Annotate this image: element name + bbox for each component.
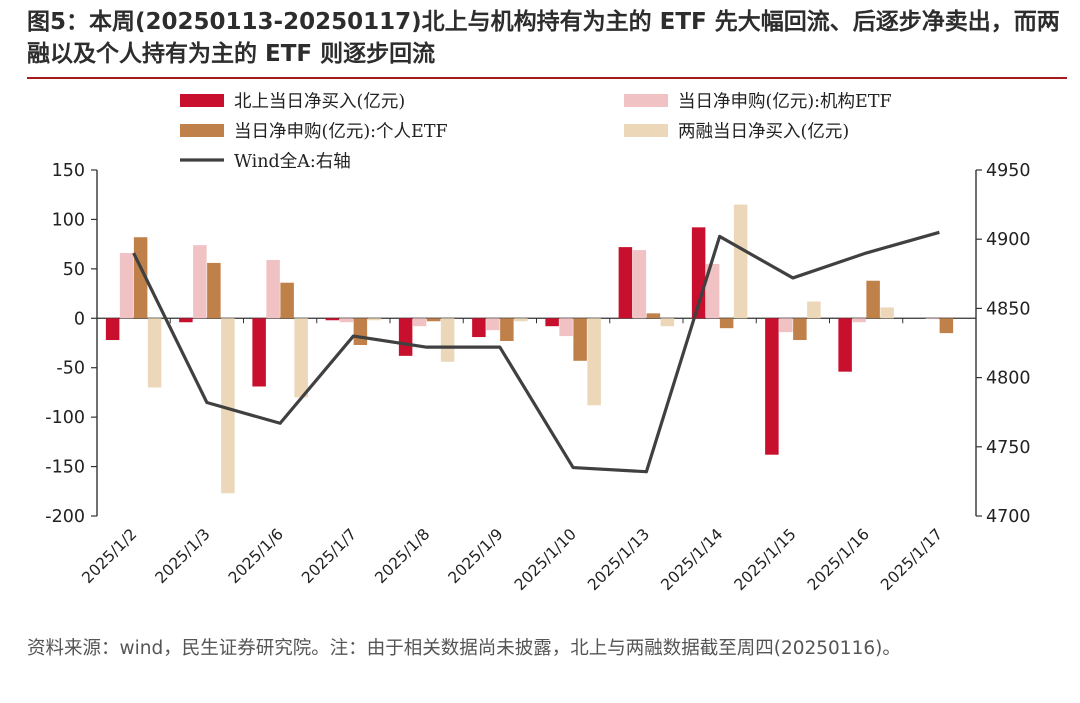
- bar: [587, 318, 601, 406]
- bar: [179, 318, 193, 323]
- right-tick-label: 4850: [986, 299, 1031, 319]
- source-note: 资料来源：wind，民生证券研究院。注：由于相关数据尚未披露，北上与两融数据截至…: [27, 638, 901, 659]
- left-tick-label: -150: [45, 458, 85, 478]
- left-tick-label: 0: [74, 309, 85, 329]
- bar: [119, 253, 134, 319]
- bar: [838, 318, 852, 372]
- bar: [280, 282, 294, 319]
- right-tick-label: 4700: [986, 507, 1031, 527]
- legend-label: 两融当日净买入(亿元): [678, 122, 849, 142]
- bar: [207, 262, 221, 319]
- bar: [733, 204, 748, 319]
- x-tick-label: 2025/1/16: [804, 525, 873, 594]
- bar: [807, 301, 821, 319]
- legend-label: Wind全A:右轴: [234, 152, 351, 172]
- right-tick-label: 4750: [986, 438, 1031, 458]
- bar: [426, 318, 441, 322]
- bar: [147, 318, 162, 388]
- x-tick-label: 2025/1/13: [584, 525, 653, 594]
- x-tick-label: 2025/1/3: [152, 525, 214, 587]
- bar: [559, 318, 573, 337]
- bar: [325, 318, 340, 321]
- bar: [573, 318, 587, 361]
- bar: [105, 318, 120, 341]
- bar: [472, 318, 486, 338]
- bar: [514, 318, 528, 322]
- x-tick-label: 2025/1/6: [225, 525, 287, 587]
- left-tick-label: 150: [52, 161, 85, 181]
- left-tick-label: -200: [45, 507, 85, 527]
- bar: [939, 318, 954, 334]
- bar: [618, 247, 633, 319]
- title-divider: [27, 77, 1067, 79]
- right-tick-label: 4950: [986, 161, 1031, 181]
- bar: [646, 313, 661, 319]
- bar: [339, 318, 354, 323]
- left-tick-label: -50: [56, 359, 85, 379]
- legend-swatch: [180, 94, 224, 107]
- bar: [793, 318, 807, 341]
- bar: [294, 318, 308, 398]
- bar: [852, 318, 866, 323]
- left-tick-label: 50: [63, 260, 85, 280]
- right-tick-label: 4900: [986, 230, 1031, 250]
- legend-label: 当日净申购(亿元):机构ETF: [678, 92, 892, 112]
- bar: [632, 250, 647, 319]
- x-tick-label: 2025/1/8: [371, 525, 433, 587]
- x-tick-label: 2025/1/14: [658, 525, 727, 594]
- bar: [925, 318, 940, 320]
- legend-swatch: [624, 94, 668, 107]
- x-tick-label: 2025/1/17: [877, 525, 946, 594]
- bar: [412, 318, 427, 327]
- bar: [440, 318, 455, 362]
- legend-label: 当日净申购(亿元):个人ETF: [234, 122, 448, 142]
- bar: [398, 318, 413, 356]
- bar: [221, 318, 235, 494]
- bar: [660, 318, 675, 327]
- bar: [353, 318, 368, 345]
- bar: [266, 259, 280, 319]
- x-tick-label: 2025/1/15: [731, 525, 800, 594]
- bar: [486, 318, 500, 331]
- bar: [500, 318, 514, 342]
- chart-title: 图5：本周(20250113-20250117)北上与机构持有为主的 ETF 先…: [27, 9, 1060, 67]
- bar: [880, 307, 894, 319]
- x-tick-label: 2025/1/2: [78, 525, 140, 587]
- bar: [705, 263, 720, 319]
- x-tick-label: 2025/1/7: [298, 525, 360, 587]
- bar: [252, 318, 266, 387]
- bar: [193, 245, 207, 319]
- x-tick-label: 2025/1/9: [445, 525, 507, 587]
- wind-index-line: [132, 230, 940, 474]
- right-tick-label: 4800: [986, 369, 1031, 389]
- bar: [719, 318, 734, 329]
- chart: 150 100 50 0 -50 -100 -150 -200 4950 4900 4850 4800…: [45, 92, 1031, 594]
- legend-label: 北上当日净买入(亿元): [234, 92, 405, 112]
- left-tick-label: -100: [45, 408, 85, 428]
- legend-swatch: [180, 124, 224, 137]
- x-tick-label: 2025/1/10: [511, 525, 580, 594]
- bar: [866, 280, 880, 319]
- bar: [545, 318, 559, 327]
- bar: [367, 318, 382, 321]
- legend-swatch: [624, 124, 668, 137]
- left-tick-label: 100: [52, 210, 85, 230]
- bar: [779, 318, 793, 333]
- bar: [765, 318, 779, 455]
